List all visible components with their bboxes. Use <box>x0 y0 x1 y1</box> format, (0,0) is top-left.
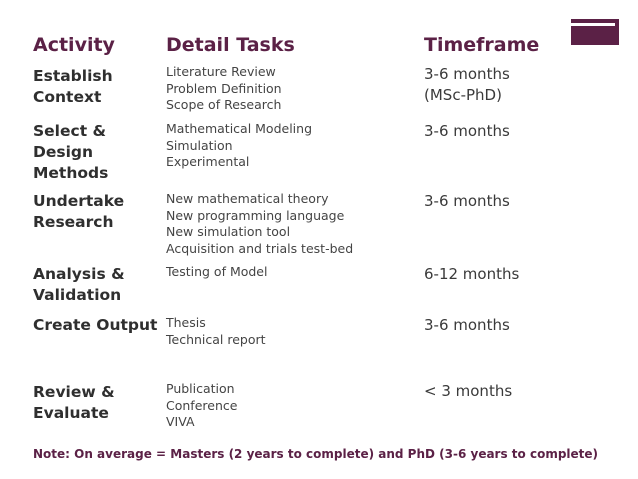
timeframe-line: (MSc-PhD) <box>424 86 502 104</box>
task-item: New mathematical theory <box>166 191 329 206</box>
task-item: Testing of Model <box>166 264 268 279</box>
activity-line: Review & <box>33 383 115 401</box>
task-item: VIVA <box>166 414 195 429</box>
activity-line: Analysis & <box>33 265 125 283</box>
task-item: Mathematical Modeling <box>166 121 313 136</box>
tasks-cell: Literature Review Problem Definition Sco… <box>166 64 282 114</box>
timeframe-cell: 3-6 months <box>424 121 510 142</box>
timeframe-line: < 3 months <box>424 382 513 400</box>
tasks-cell: Publication Conference VIVA <box>166 381 237 431</box>
header-detail-tasks: Detail Tasks <box>166 34 295 56</box>
task-item: New simulation tool <box>166 224 291 239</box>
header-activity: Activity <box>33 34 115 56</box>
timeframe-line: 3-6 months <box>424 192 510 210</box>
activity-line: Validation <box>33 286 122 304</box>
timeframe-line: 6-12 months <box>424 265 520 283</box>
activity-cell: Undertake Research <box>33 191 159 233</box>
corner-logo-icon <box>571 19 619 45</box>
timeframe-line: 3-6 months <box>424 65 510 83</box>
timeframe-cell: 3-6 months <box>424 191 510 212</box>
activity-line: Create Output <box>33 316 158 334</box>
activity-line: Select & <box>33 122 107 140</box>
activity-cell: Review & Evaluate <box>33 382 159 424</box>
task-item: Acquisition and trials test-bed <box>166 240 354 256</box>
activity-line: Context <box>33 88 102 106</box>
activity-cell: Establish Context <box>33 66 159 108</box>
timeframe-line: 3-6 months <box>424 122 510 140</box>
timeframe-cell: 3-6 months (MSc-PhD) <box>424 64 510 106</box>
task-item: Publication <box>166 381 235 396</box>
activity-line: Undertake <box>33 192 125 210</box>
activity-line: Evaluate <box>33 404 109 422</box>
task-item: Thesis <box>166 315 206 330</box>
logo-block <box>571 26 619 45</box>
task-item: Literature Review <box>166 64 276 79</box>
footnote: Note: On average = Masters (2 years to c… <box>33 447 599 461</box>
header-timeframe: Timeframe <box>424 34 540 56</box>
tasks-cell: Thesis Technical report <box>166 315 266 348</box>
activity-line: Research <box>33 213 114 231</box>
activity-cell: Analysis & Validation <box>33 264 159 306</box>
task-item: Technical report <box>166 331 266 347</box>
task-item: Conference <box>166 397 238 413</box>
task-item: Simulation <box>166 137 233 153</box>
tasks-cell: Testing of Model <box>166 264 267 281</box>
logo-connector <box>615 23 619 26</box>
task-item: Problem Definition <box>166 80 282 96</box>
timeframe-line: 3-6 months <box>424 316 510 334</box>
task-item: New programming language <box>166 207 345 223</box>
activity-cell: Create Output <box>33 315 159 336</box>
tasks-cell: New mathematical theory New programming … <box>166 191 353 257</box>
logo-top-bar <box>571 19 619 23</box>
task-item: Scope of Research <box>166 97 282 112</box>
timeframe-cell: 3-6 months <box>424 315 510 336</box>
activity-line: Establish <box>33 67 113 85</box>
tasks-cell: Mathematical Modeling Simulation Experim… <box>166 121 312 171</box>
timeframe-cell: 6-12 months <box>424 264 519 285</box>
timeframe-cell: < 3 months <box>424 381 512 402</box>
activity-line: Design <box>33 143 94 161</box>
activity-line: Methods <box>33 164 109 182</box>
task-item: Experimental <box>166 154 250 169</box>
activity-cell: Select & Design Methods <box>33 121 159 184</box>
